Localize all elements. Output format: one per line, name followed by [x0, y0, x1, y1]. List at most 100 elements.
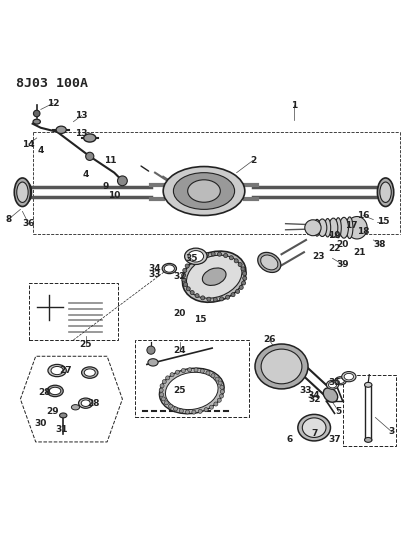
Ellipse shape — [21, 182, 32, 203]
Ellipse shape — [82, 367, 98, 378]
Circle shape — [194, 368, 198, 372]
Text: 8: 8 — [5, 215, 11, 224]
Ellipse shape — [314, 220, 320, 236]
Ellipse shape — [261, 349, 302, 384]
Ellipse shape — [17, 182, 28, 203]
Circle shape — [200, 369, 204, 373]
Circle shape — [199, 254, 203, 258]
Ellipse shape — [255, 344, 308, 389]
Ellipse shape — [188, 251, 204, 262]
Text: 20: 20 — [173, 309, 186, 318]
Text: 27: 27 — [59, 366, 71, 375]
Text: 5: 5 — [335, 407, 342, 416]
Circle shape — [235, 289, 239, 294]
Circle shape — [118, 176, 127, 185]
Text: 13: 13 — [75, 111, 88, 120]
Circle shape — [239, 285, 243, 289]
Ellipse shape — [14, 178, 31, 206]
Text: 34: 34 — [149, 264, 161, 273]
Text: 3: 3 — [388, 427, 395, 436]
Text: 35: 35 — [186, 254, 198, 263]
Text: 25: 25 — [173, 386, 186, 395]
Ellipse shape — [344, 374, 353, 380]
Text: 4: 4 — [38, 146, 44, 155]
Circle shape — [195, 278, 198, 281]
Circle shape — [192, 270, 195, 273]
Text: 6: 6 — [286, 435, 293, 445]
Circle shape — [166, 376, 170, 380]
Ellipse shape — [173, 173, 235, 209]
Circle shape — [220, 394, 224, 398]
Text: 7: 7 — [311, 429, 317, 438]
Ellipse shape — [148, 359, 158, 366]
Text: 4: 4 — [82, 170, 89, 179]
Ellipse shape — [341, 372, 356, 382]
Circle shape — [199, 281, 202, 285]
Ellipse shape — [84, 134, 96, 142]
Text: 23: 23 — [312, 252, 324, 261]
Circle shape — [226, 264, 229, 267]
Text: 9: 9 — [103, 182, 109, 191]
Circle shape — [186, 287, 190, 291]
Circle shape — [189, 260, 193, 264]
Text: 28: 28 — [88, 399, 100, 408]
Ellipse shape — [261, 255, 278, 270]
Ellipse shape — [164, 265, 175, 272]
Text: 10: 10 — [108, 191, 120, 199]
Ellipse shape — [328, 382, 337, 388]
Circle shape — [228, 268, 231, 271]
Circle shape — [241, 267, 245, 271]
Circle shape — [211, 252, 215, 256]
Ellipse shape — [298, 414, 330, 441]
Circle shape — [196, 263, 200, 266]
Text: 16: 16 — [357, 211, 369, 220]
Circle shape — [218, 381, 222, 385]
Circle shape — [215, 284, 219, 287]
Text: 28: 28 — [39, 389, 51, 398]
Circle shape — [215, 377, 219, 381]
Text: 25: 25 — [80, 340, 92, 349]
Circle shape — [224, 254, 228, 257]
Ellipse shape — [78, 398, 93, 408]
Circle shape — [193, 274, 196, 278]
Ellipse shape — [163, 166, 245, 215]
Circle shape — [220, 385, 224, 389]
Circle shape — [242, 271, 246, 276]
Text: 13: 13 — [75, 130, 88, 139]
Circle shape — [182, 278, 186, 282]
Circle shape — [217, 398, 221, 402]
Text: 34: 34 — [308, 391, 320, 400]
Text: 11: 11 — [104, 156, 116, 165]
Circle shape — [204, 408, 208, 411]
Ellipse shape — [339, 217, 348, 238]
Ellipse shape — [346, 217, 353, 239]
Circle shape — [204, 283, 207, 286]
Circle shape — [217, 259, 220, 262]
Ellipse shape — [186, 255, 242, 298]
Circle shape — [211, 258, 215, 261]
Circle shape — [184, 282, 188, 287]
Ellipse shape — [347, 216, 367, 239]
Ellipse shape — [337, 378, 344, 383]
Circle shape — [193, 266, 197, 270]
Circle shape — [192, 410, 196, 414]
Text: 20: 20 — [337, 239, 349, 248]
Text: 26: 26 — [263, 335, 275, 344]
Circle shape — [160, 384, 164, 388]
Circle shape — [210, 284, 213, 287]
Circle shape — [229, 256, 233, 260]
Circle shape — [243, 276, 247, 280]
Ellipse shape — [84, 369, 95, 376]
Circle shape — [221, 282, 224, 285]
Bar — [343, 375, 396, 446]
Ellipse shape — [182, 251, 246, 302]
Text: 19: 19 — [328, 231, 341, 240]
Circle shape — [226, 295, 230, 299]
Circle shape — [164, 401, 169, 405]
Ellipse shape — [197, 262, 227, 284]
Ellipse shape — [364, 438, 372, 442]
Ellipse shape — [302, 418, 326, 438]
Text: 32: 32 — [173, 272, 186, 281]
Circle shape — [225, 279, 228, 282]
Circle shape — [222, 261, 225, 264]
